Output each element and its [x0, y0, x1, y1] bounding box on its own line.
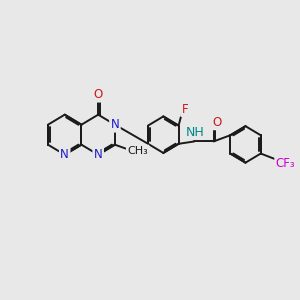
Text: NH: NH	[185, 125, 204, 139]
Text: F: F	[182, 103, 188, 116]
Text: N: N	[111, 118, 119, 131]
Text: N: N	[94, 148, 103, 161]
Text: O: O	[94, 88, 103, 101]
Text: O: O	[212, 116, 222, 129]
Text: CH₃: CH₃	[127, 146, 148, 156]
Text: N: N	[60, 148, 69, 161]
Text: CF₃: CF₃	[275, 157, 295, 170]
